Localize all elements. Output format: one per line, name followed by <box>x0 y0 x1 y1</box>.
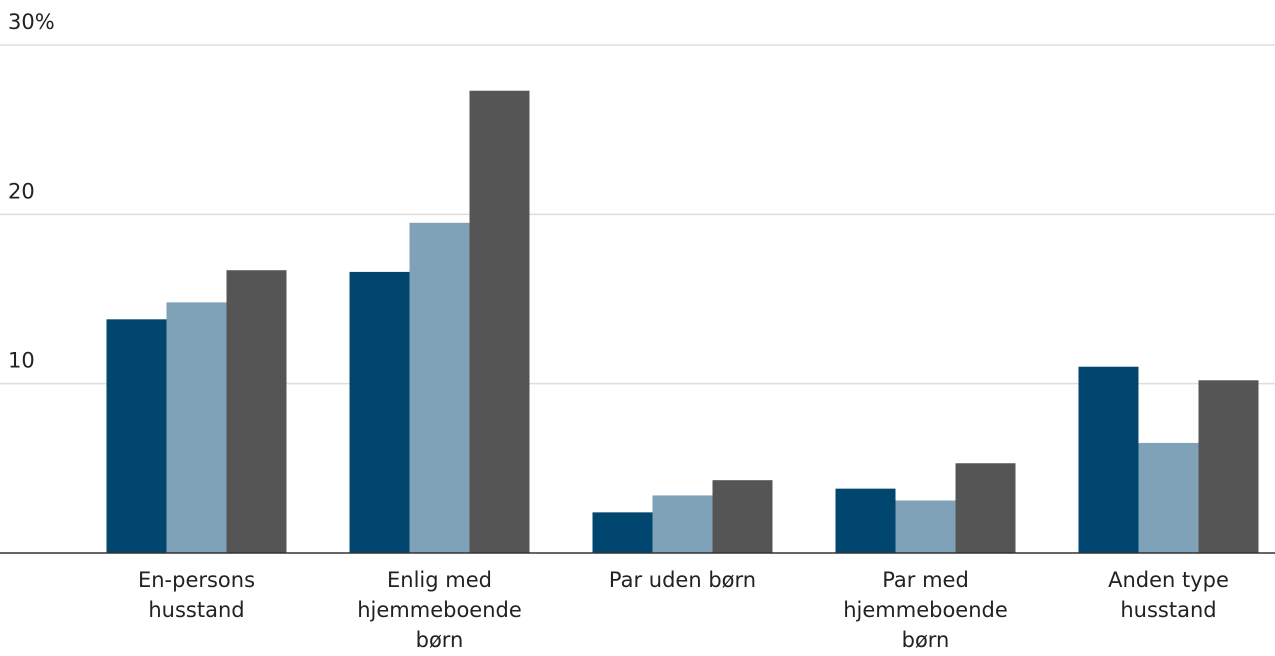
bar <box>835 488 896 553</box>
x-tick-label: Enlig med hjemmeboende børn <box>357 568 522 652</box>
bar <box>955 463 1016 553</box>
bar <box>469 90 530 553</box>
bar <box>895 500 956 553</box>
bar <box>106 319 167 553</box>
y-tick-label: 30% <box>8 10 55 34</box>
bar <box>652 495 713 553</box>
y-tick-label: 10 <box>8 349 35 373</box>
x-tick-label: Par uden børn <box>609 568 756 592</box>
bar <box>409 222 470 554</box>
x-tick-label: Par med hjemmeboende børn <box>843 568 1008 652</box>
y-tick-label: 20 <box>8 179 35 203</box>
bar <box>349 271 410 553</box>
bar <box>226 270 287 553</box>
x-tick-label: Anden type husstand <box>1108 568 1229 622</box>
bar <box>166 302 227 553</box>
bar <box>1198 380 1259 553</box>
bar <box>712 480 773 553</box>
x-tick-label: En-persons husstand <box>138 568 255 622</box>
bar <box>1138 442 1199 553</box>
bar <box>1078 366 1139 553</box>
bar <box>592 512 653 553</box>
